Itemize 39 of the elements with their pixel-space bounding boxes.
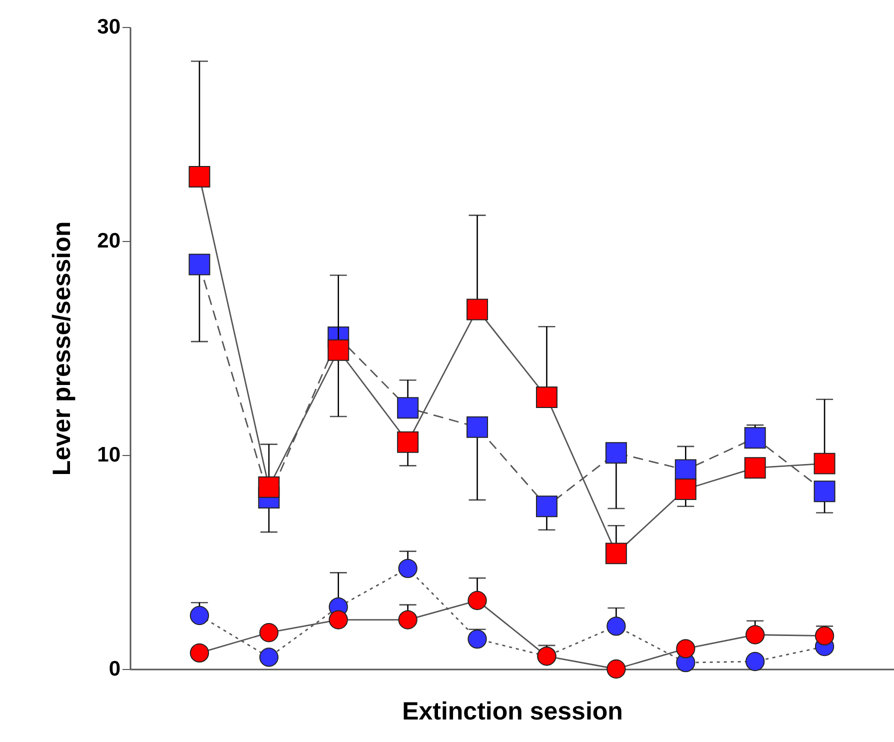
point — [468, 590, 487, 610]
point — [536, 496, 558, 518]
x-axis-title: Extinction session — [402, 698, 623, 726]
point — [676, 639, 696, 658]
point — [674, 478, 696, 500]
point — [259, 623, 278, 642]
point — [814, 480, 836, 502]
point — [258, 476, 280, 498]
point — [398, 558, 418, 578]
point — [328, 339, 350, 361]
point — [606, 616, 626, 636]
point — [259, 648, 278, 667]
y-tick-label: 30 — [97, 16, 120, 38]
point — [190, 643, 210, 663]
point — [397, 431, 419, 453]
y-tick-label: 20 — [97, 230, 120, 252]
point — [468, 629, 487, 649]
point — [674, 459, 696, 481]
point — [328, 610, 348, 630]
point — [466, 298, 488, 320]
point — [744, 457, 766, 479]
point — [397, 397, 419, 419]
y-tick-label: 0 — [108, 658, 120, 680]
y-axis-title: Lever presse/session — [48, 221, 76, 476]
point — [190, 606, 210, 626]
point — [746, 625, 765, 644]
point — [605, 442, 627, 464]
point — [188, 166, 210, 188]
point — [744, 427, 766, 449]
point — [398, 610, 418, 630]
point — [746, 652, 765, 672]
point — [814, 452, 836, 474]
point — [188, 254, 210, 276]
point — [814, 626, 834, 646]
point — [606, 659, 626, 679]
point — [536, 386, 558, 408]
point — [466, 416, 488, 438]
point — [605, 542, 627, 564]
y-tick-label: 10 — [97, 444, 120, 466]
